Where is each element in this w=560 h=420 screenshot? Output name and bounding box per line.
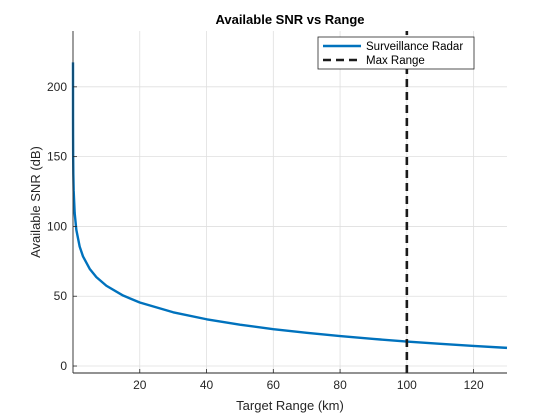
x-tick-label: 80 bbox=[333, 378, 347, 392]
y-tick-label: 150 bbox=[47, 150, 67, 164]
x-tick-label: 120 bbox=[464, 378, 484, 392]
x-tick-label: 40 bbox=[200, 378, 214, 392]
y-tick-label: 200 bbox=[47, 80, 67, 94]
x-tick-label: 100 bbox=[397, 378, 417, 392]
x-axis-label: Target Range (km) bbox=[236, 398, 344, 413]
tick-labels: 20 40 60 80 100 120 0 50 100 150 200 bbox=[47, 80, 484, 392]
x-tick-label: 20 bbox=[133, 378, 147, 392]
axes bbox=[72, 31, 507, 374]
y-tick-label: 50 bbox=[54, 289, 68, 303]
legend-label-surveillance-radar: Surveillance Radar bbox=[366, 41, 463, 53]
legend-label-max-range: Max Range bbox=[366, 55, 425, 67]
y-tick-label: 0 bbox=[60, 359, 67, 373]
plot-area bbox=[73, 31, 507, 373]
y-tick-label: 100 bbox=[47, 219, 67, 233]
grid-lines bbox=[73, 31, 507, 373]
legend-box bbox=[317, 36, 475, 70]
y-axis-label: Available SNR (dB) bbox=[28, 146, 43, 258]
chart-title: Available SNR vs Range bbox=[215, 12, 364, 27]
x-tick-label: 60 bbox=[267, 378, 281, 392]
legend: Surveillance Radar Max Range bbox=[317, 36, 475, 70]
